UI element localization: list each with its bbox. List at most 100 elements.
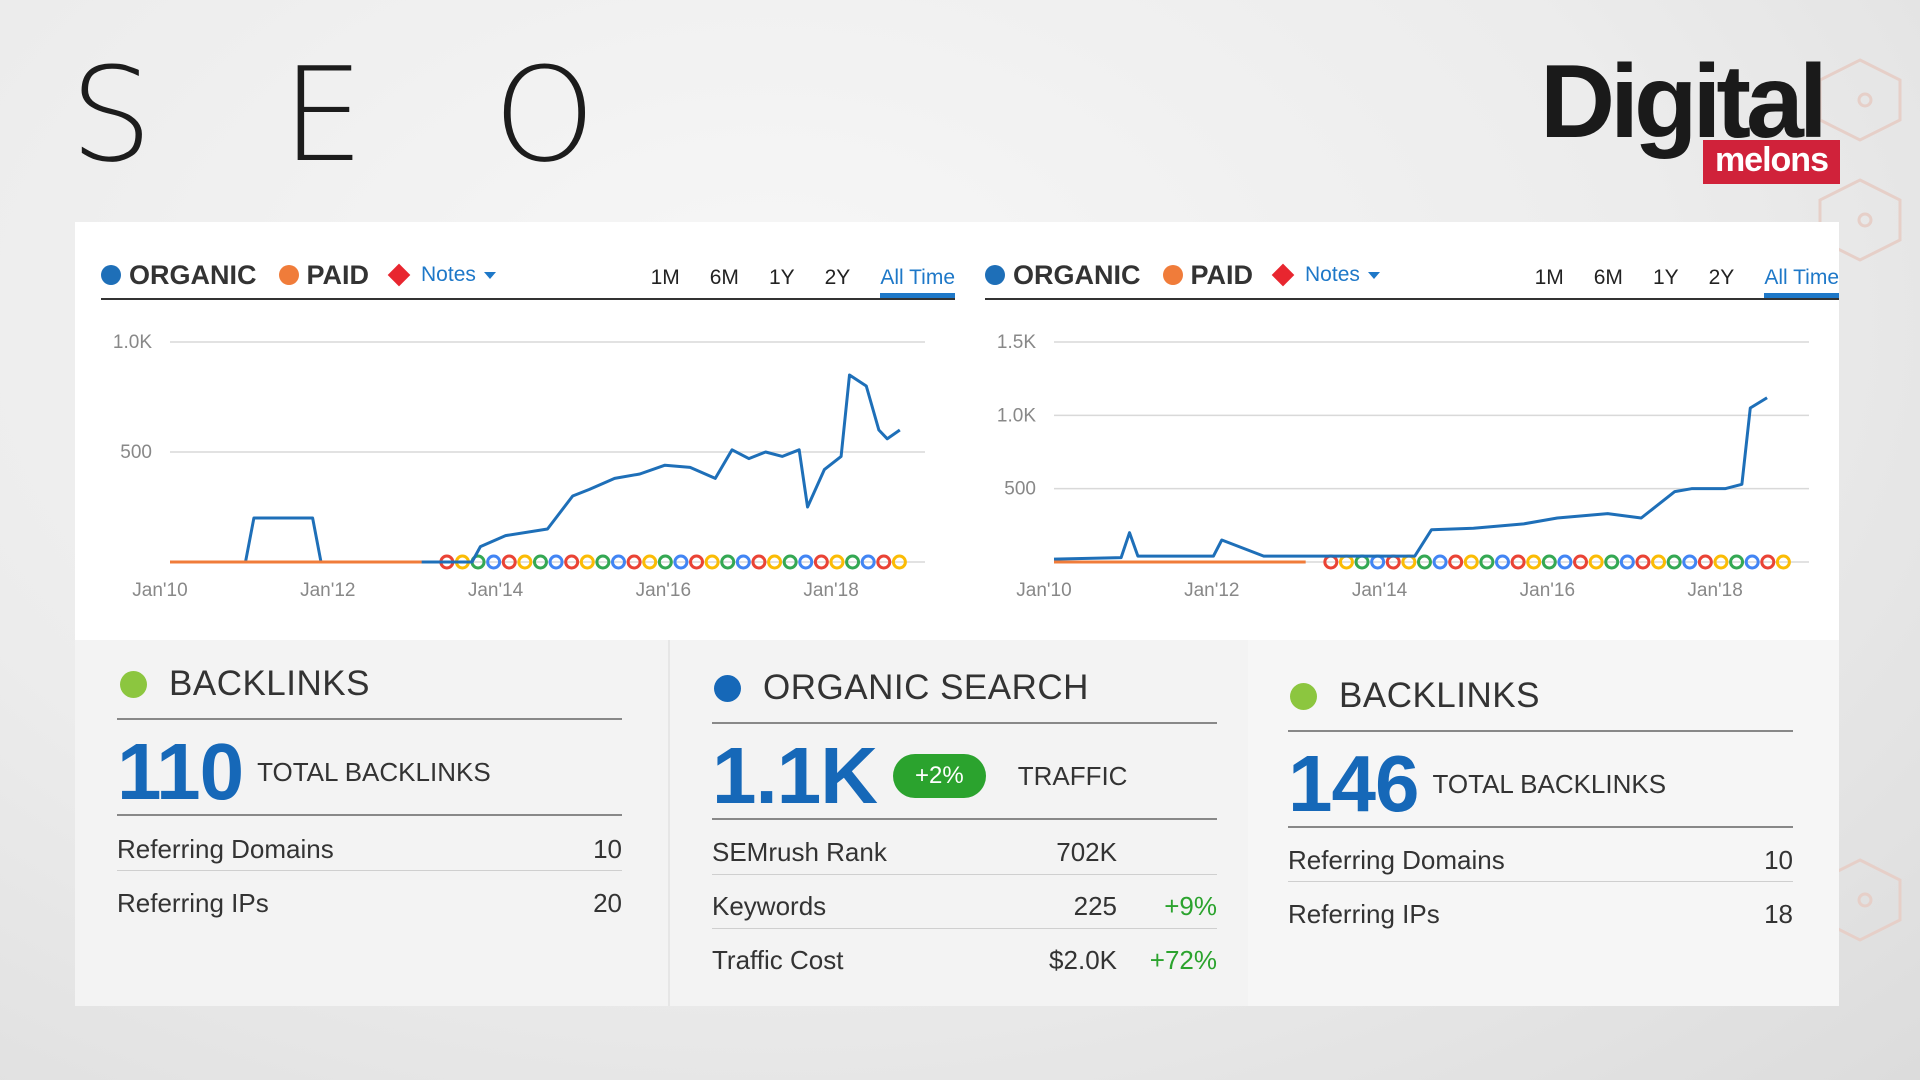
total-block: 110 TOTAL BACKLINKS bbox=[117, 732, 668, 812]
period-1m[interactable]: 1M bbox=[1534, 266, 1564, 289]
note-marker bbox=[548, 554, 564, 570]
period-1y[interactable]: 1Y bbox=[1652, 266, 1679, 289]
note-marker bbox=[1682, 554, 1698, 570]
organic-series-line bbox=[170, 373, 901, 564]
note-marker bbox=[1479, 554, 1495, 570]
note-marker bbox=[1573, 554, 1589, 570]
period-all-time[interactable]: All Time bbox=[1764, 252, 1839, 298]
period-2y[interactable]: 2Y bbox=[824, 266, 851, 289]
note-marker bbox=[1619, 554, 1635, 570]
note-marker bbox=[595, 554, 611, 570]
notes-dropdown[interactable]: Notes bbox=[1271, 263, 1380, 287]
note-marker bbox=[1541, 554, 1557, 570]
paid-dot-icon bbox=[1162, 265, 1183, 285]
chart-area: ORGANIC PAID Notes 1M 6M 1Y 2Y All Time … bbox=[75, 222, 1839, 640]
note-marker bbox=[798, 554, 814, 570]
note-marker bbox=[610, 554, 626, 570]
note-marker bbox=[1463, 554, 1479, 570]
total-backlinks-label: TOTAL BACKLINKS bbox=[257, 756, 491, 787]
note-marker bbox=[626, 554, 642, 570]
organic-search-card: ORGANIC SEARCH 1.1K +2% TRAFFIC SEMrush … bbox=[668, 640, 1250, 1006]
period-2y[interactable]: 2Y bbox=[1708, 266, 1735, 289]
page-title: S E O bbox=[70, 39, 640, 191]
x-tick-label: Jan'12 bbox=[300, 580, 355, 601]
note-marker bbox=[642, 554, 658, 570]
note-marker bbox=[767, 554, 783, 570]
note-marker bbox=[532, 554, 548, 570]
card-title: ORGANIC SEARCH bbox=[714, 668, 1089, 708]
y-tick-label: 500 bbox=[1004, 479, 1036, 500]
divider bbox=[712, 818, 1217, 820]
note-marker bbox=[751, 554, 767, 570]
digital-melons-logo: Digital melons bbox=[1540, 50, 1840, 190]
note-marker bbox=[1557, 554, 1573, 570]
divider bbox=[712, 722, 1217, 724]
hexagon-decoration bbox=[1818, 58, 1902, 942]
notes-dropdown[interactable]: Notes bbox=[387, 263, 496, 287]
note-marker bbox=[1416, 554, 1432, 570]
note-marker bbox=[891, 554, 907, 570]
y-tick-label: 1.0K bbox=[997, 405, 1036, 426]
period-tabs: 1M 6M 1Y 2Y All Time bbox=[1505, 252, 1839, 298]
backlinks-dot-icon bbox=[120, 670, 147, 698]
note-marker bbox=[689, 554, 705, 570]
note-marker bbox=[1448, 554, 1464, 570]
traffic-change-badge: +2% bbox=[892, 754, 986, 798]
note-marker bbox=[1666, 554, 1682, 570]
x-tick-label: Jan'16 bbox=[636, 580, 691, 601]
traffic-block: 1.1K +2% TRAFFIC bbox=[712, 736, 1250, 816]
x-tick-label: Jan'14 bbox=[468, 580, 524, 601]
note-marker bbox=[704, 554, 720, 570]
note-marker bbox=[813, 554, 829, 570]
total-block: 146 TOTAL BACKLINKS bbox=[1288, 744, 1839, 824]
divider bbox=[1288, 730, 1793, 732]
note-marker bbox=[673, 554, 689, 570]
legend-paid[interactable]: PAID bbox=[278, 260, 369, 291]
organic-dot-icon bbox=[101, 265, 121, 285]
period-6m[interactable]: 6M bbox=[1593, 266, 1623, 289]
note-marker bbox=[517, 554, 533, 570]
row-divider bbox=[117, 870, 622, 871]
legend-organic[interactable]: ORGANIC bbox=[985, 260, 1141, 291]
note-marker bbox=[1604, 554, 1620, 570]
legend-paid[interactable]: PAID bbox=[1162, 260, 1253, 291]
divider bbox=[117, 814, 622, 816]
backlinks-dot-icon bbox=[1290, 682, 1317, 710]
note-marker bbox=[860, 554, 876, 570]
y-tick-label: 500 bbox=[120, 442, 152, 463]
note-marker bbox=[501, 554, 517, 570]
period-1y[interactable]: 1Y bbox=[768, 266, 795, 289]
x-tick-label: Jan'10 bbox=[1016, 580, 1071, 601]
note-marker bbox=[1713, 554, 1729, 570]
period-1m[interactable]: 1M bbox=[650, 266, 680, 289]
note-marker bbox=[1526, 554, 1542, 570]
divider bbox=[117, 718, 622, 720]
backlinks-card-1: BACKLINKS 110 TOTAL BACKLINKS Referring … bbox=[75, 640, 668, 1006]
card-title: BACKLINKS bbox=[1290, 676, 1540, 716]
chart-legend-bar: ORGANIC PAID Notes 1M 6M 1Y 2Y All Time bbox=[101, 252, 955, 300]
traffic-value: 1.1K bbox=[712, 731, 878, 820]
legend-organic[interactable]: ORGANIC bbox=[101, 260, 257, 291]
x-tick-label: Jan'18 bbox=[803, 580, 858, 601]
logo-word: Digital bbox=[1540, 44, 1828, 160]
table-row: Referring Domains 10 bbox=[1288, 844, 1793, 875]
note-marker bbox=[876, 554, 892, 570]
note-marker bbox=[845, 554, 861, 570]
x-tick-label: Jan'12 bbox=[1184, 580, 1239, 601]
row-divider bbox=[1288, 881, 1793, 882]
period-all-time[interactable]: All Time bbox=[880, 252, 955, 298]
note-marker bbox=[1729, 554, 1745, 570]
note-marker bbox=[1588, 554, 1604, 570]
note-marker bbox=[1494, 554, 1510, 570]
chevron-down-icon bbox=[483, 271, 496, 279]
organic-traffic-chart-2: ORGANIC PAID Notes 1M 6M 1Y 2Y All Time … bbox=[959, 222, 1839, 640]
x-tick-label: Jan'10 bbox=[132, 580, 187, 601]
period-6m[interactable]: 6M bbox=[709, 266, 739, 289]
total-backlinks-value: 110 bbox=[117, 727, 244, 816]
note-marker bbox=[1775, 554, 1791, 570]
note-marker bbox=[1760, 554, 1776, 570]
table-row: Keywords 225 +9% bbox=[712, 890, 1217, 921]
x-tick-label: Jan'18 bbox=[1687, 580, 1742, 601]
chart-plot: 1.0K 500 Jan'10 Jan'12 Jan'14 Jan'16 Jan'18 bbox=[113, 332, 925, 601]
note-marker bbox=[564, 554, 580, 570]
